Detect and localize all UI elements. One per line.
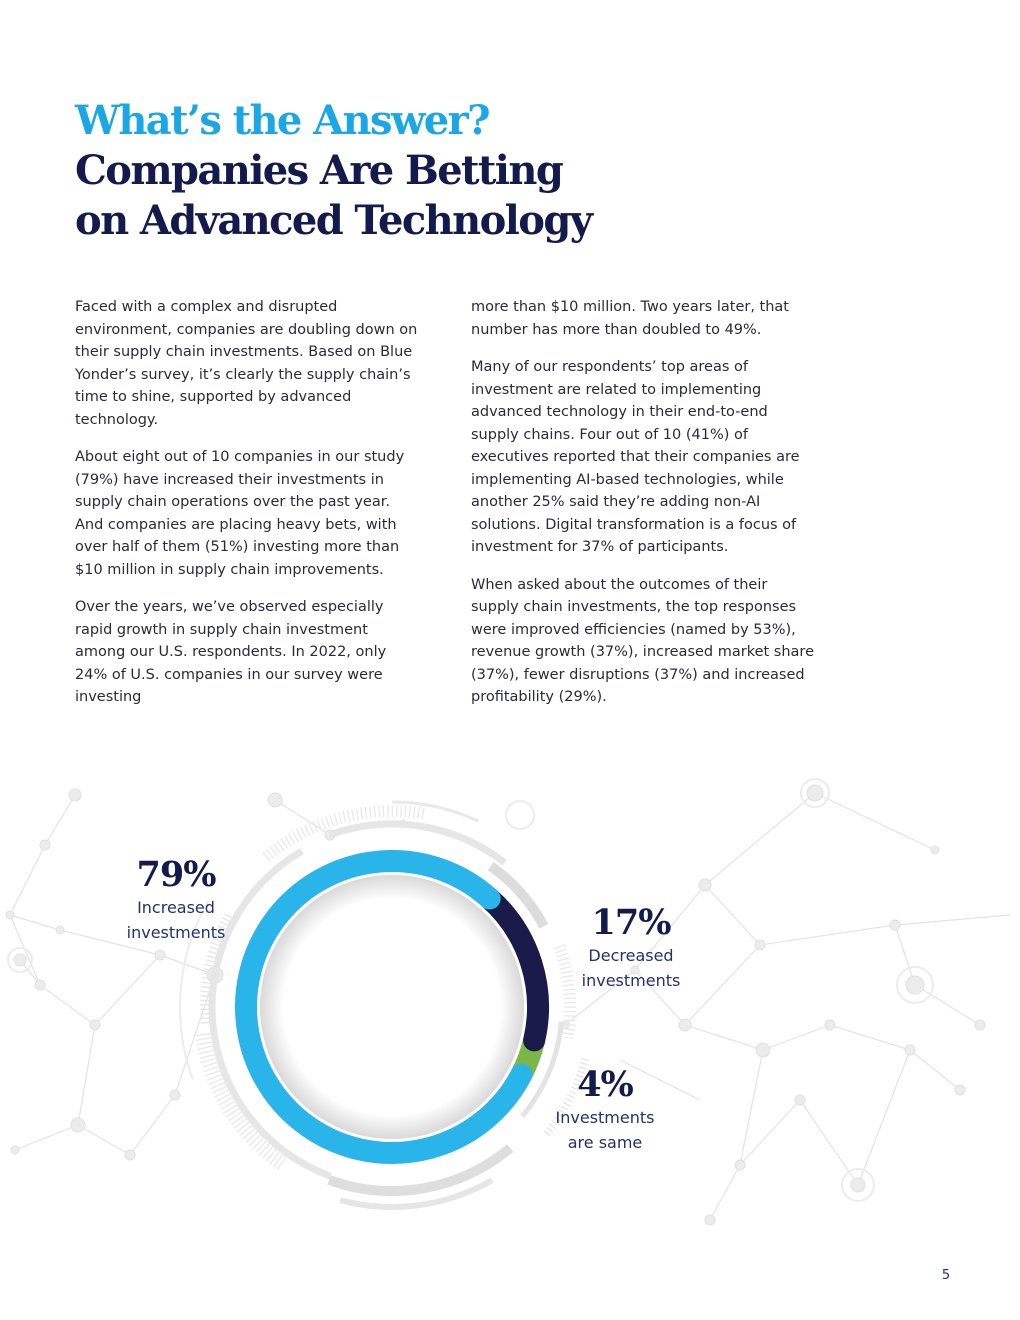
decorative-ring-arc bbox=[328, 820, 507, 866]
stat-same-percent: 4% bbox=[577, 1064, 634, 1105]
decorative-ring-arc bbox=[487, 862, 549, 929]
decorative-ring-arc bbox=[262, 805, 428, 862]
stat-increased: 79% Increased investments bbox=[106, 855, 246, 945]
body-column-right: more than $10 million. Two years later, … bbox=[471, 296, 816, 724]
slice-decreased bbox=[478, 887, 549, 1052]
paragraph: Faced with a complex and disrupted envir… bbox=[75, 299, 418, 428]
stat-increased-percent: 79% bbox=[136, 854, 217, 895]
decorative-ring-arc bbox=[179, 900, 210, 1080]
paragraph: Many of our respondents’ top areas of in… bbox=[471, 359, 800, 555]
stat-decreased-label-line1: Decreased bbox=[588, 946, 674, 965]
paragraph: When asked about the outcomes of their s… bbox=[471, 576, 814, 706]
stat-same-label-line1: Investments bbox=[555, 1108, 655, 1127]
stat-increased-label-line1: Increased bbox=[137, 898, 215, 917]
decorative-ring-arc bbox=[339, 1177, 494, 1210]
page-title: What’s the Answer? Companies Are Betting… bbox=[75, 96, 775, 246]
paragraph: more than $10 million. Two years later, … bbox=[471, 299, 789, 338]
title-line-3: on Advanced Technology bbox=[75, 197, 593, 244]
donut-center bbox=[260, 875, 524, 1139]
stat-decreased: 17% Decreased investments bbox=[560, 903, 702, 993]
title-line-2: Companies Are Betting bbox=[75, 147, 564, 194]
decorative-ring-arc bbox=[542, 1057, 590, 1139]
stat-decreased-label-line2: investments bbox=[581, 971, 681, 990]
decorative-ring-arc bbox=[391, 800, 480, 823]
investment-donut-chart bbox=[179, 800, 590, 1210]
paragraph: About eight out of 10 companies in our s… bbox=[75, 449, 405, 578]
decorative-rings bbox=[179, 800, 590, 1210]
decorative-ring-arc bbox=[208, 848, 332, 1180]
decorative-ring-arc bbox=[194, 1032, 289, 1171]
page-number: 5 bbox=[941, 1268, 951, 1283]
paragraph: Over the years, we’ve observed especiall… bbox=[75, 599, 387, 705]
decorative-ring-arc bbox=[553, 944, 577, 1039]
stat-increased-label-line2: investments bbox=[126, 923, 226, 942]
stat-same-label-line2: are same bbox=[567, 1133, 643, 1152]
decorative-ring-arc bbox=[327, 1144, 514, 1196]
network-background-graphic bbox=[5, 778, 1011, 1226]
decorative-ring-arc bbox=[520, 1021, 564, 1118]
decorative-ring-arc bbox=[200, 911, 237, 1024]
stat-decreased-percent: 17% bbox=[591, 902, 672, 943]
body-column-left: Faced with a complex and disrupted envir… bbox=[75, 296, 420, 724]
slice-increased bbox=[235, 850, 533, 1164]
stat-same: 4% Investments are same bbox=[534, 1065, 676, 1155]
title-line-1: What’s the Answer? bbox=[75, 97, 491, 144]
